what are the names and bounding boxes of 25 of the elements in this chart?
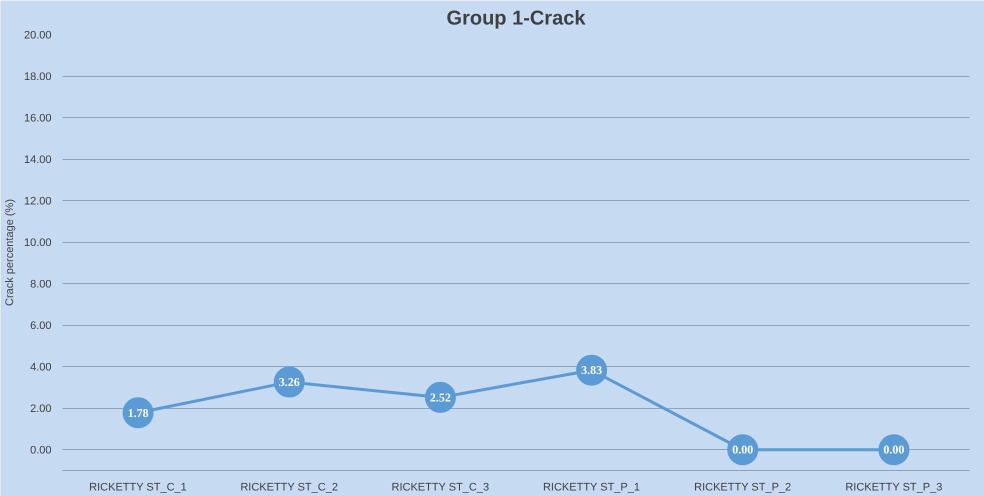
y-tick-label: 8.00 (30, 278, 52, 291)
y-tick-label: 6.00 (30, 320, 52, 332)
y-tick-label: 10.00 (24, 237, 52, 250)
y-axis-title: Crack percentage (%) (4, 198, 16, 306)
y-tick-label: 2.00 (30, 403, 52, 416)
x-tick-label: RICKETTY ST_C_3 (392, 482, 490, 494)
y-tick-label: 12.00 (24, 196, 52, 208)
x-tick-label: RICKETTY ST_P_3 (845, 482, 942, 494)
y-tick-label: 0.00 (30, 444, 52, 457)
data-label: 0.00 (883, 442, 904, 457)
y-tick-label: 20.00 (24, 30, 52, 42)
x-tick-label: RICKETTY ST_C_2 (240, 482, 338, 494)
x-tick-label: RICKETTY ST_P_2 (694, 482, 792, 494)
y-tick-label: 14.00 (24, 154, 52, 166)
data-label: 2.52 (430, 390, 451, 404)
data-label: 3.83 (581, 363, 602, 378)
x-tick-label: RICKETTY ST_P_1 (542, 482, 640, 494)
chart-title: Group 1-Crack (446, 8, 586, 30)
x-tick-label: RICKETTY ST_C_1 (89, 482, 187, 494)
data-label: 0.00 (732, 442, 754, 457)
y-tick-label: 4.00 (30, 362, 52, 374)
data-label: 3.26 (278, 375, 300, 390)
data-label: 1.78 (128, 406, 149, 420)
y-tick-label: 18.00 (24, 71, 52, 84)
y-tick-label: 16.00 (24, 112, 52, 125)
